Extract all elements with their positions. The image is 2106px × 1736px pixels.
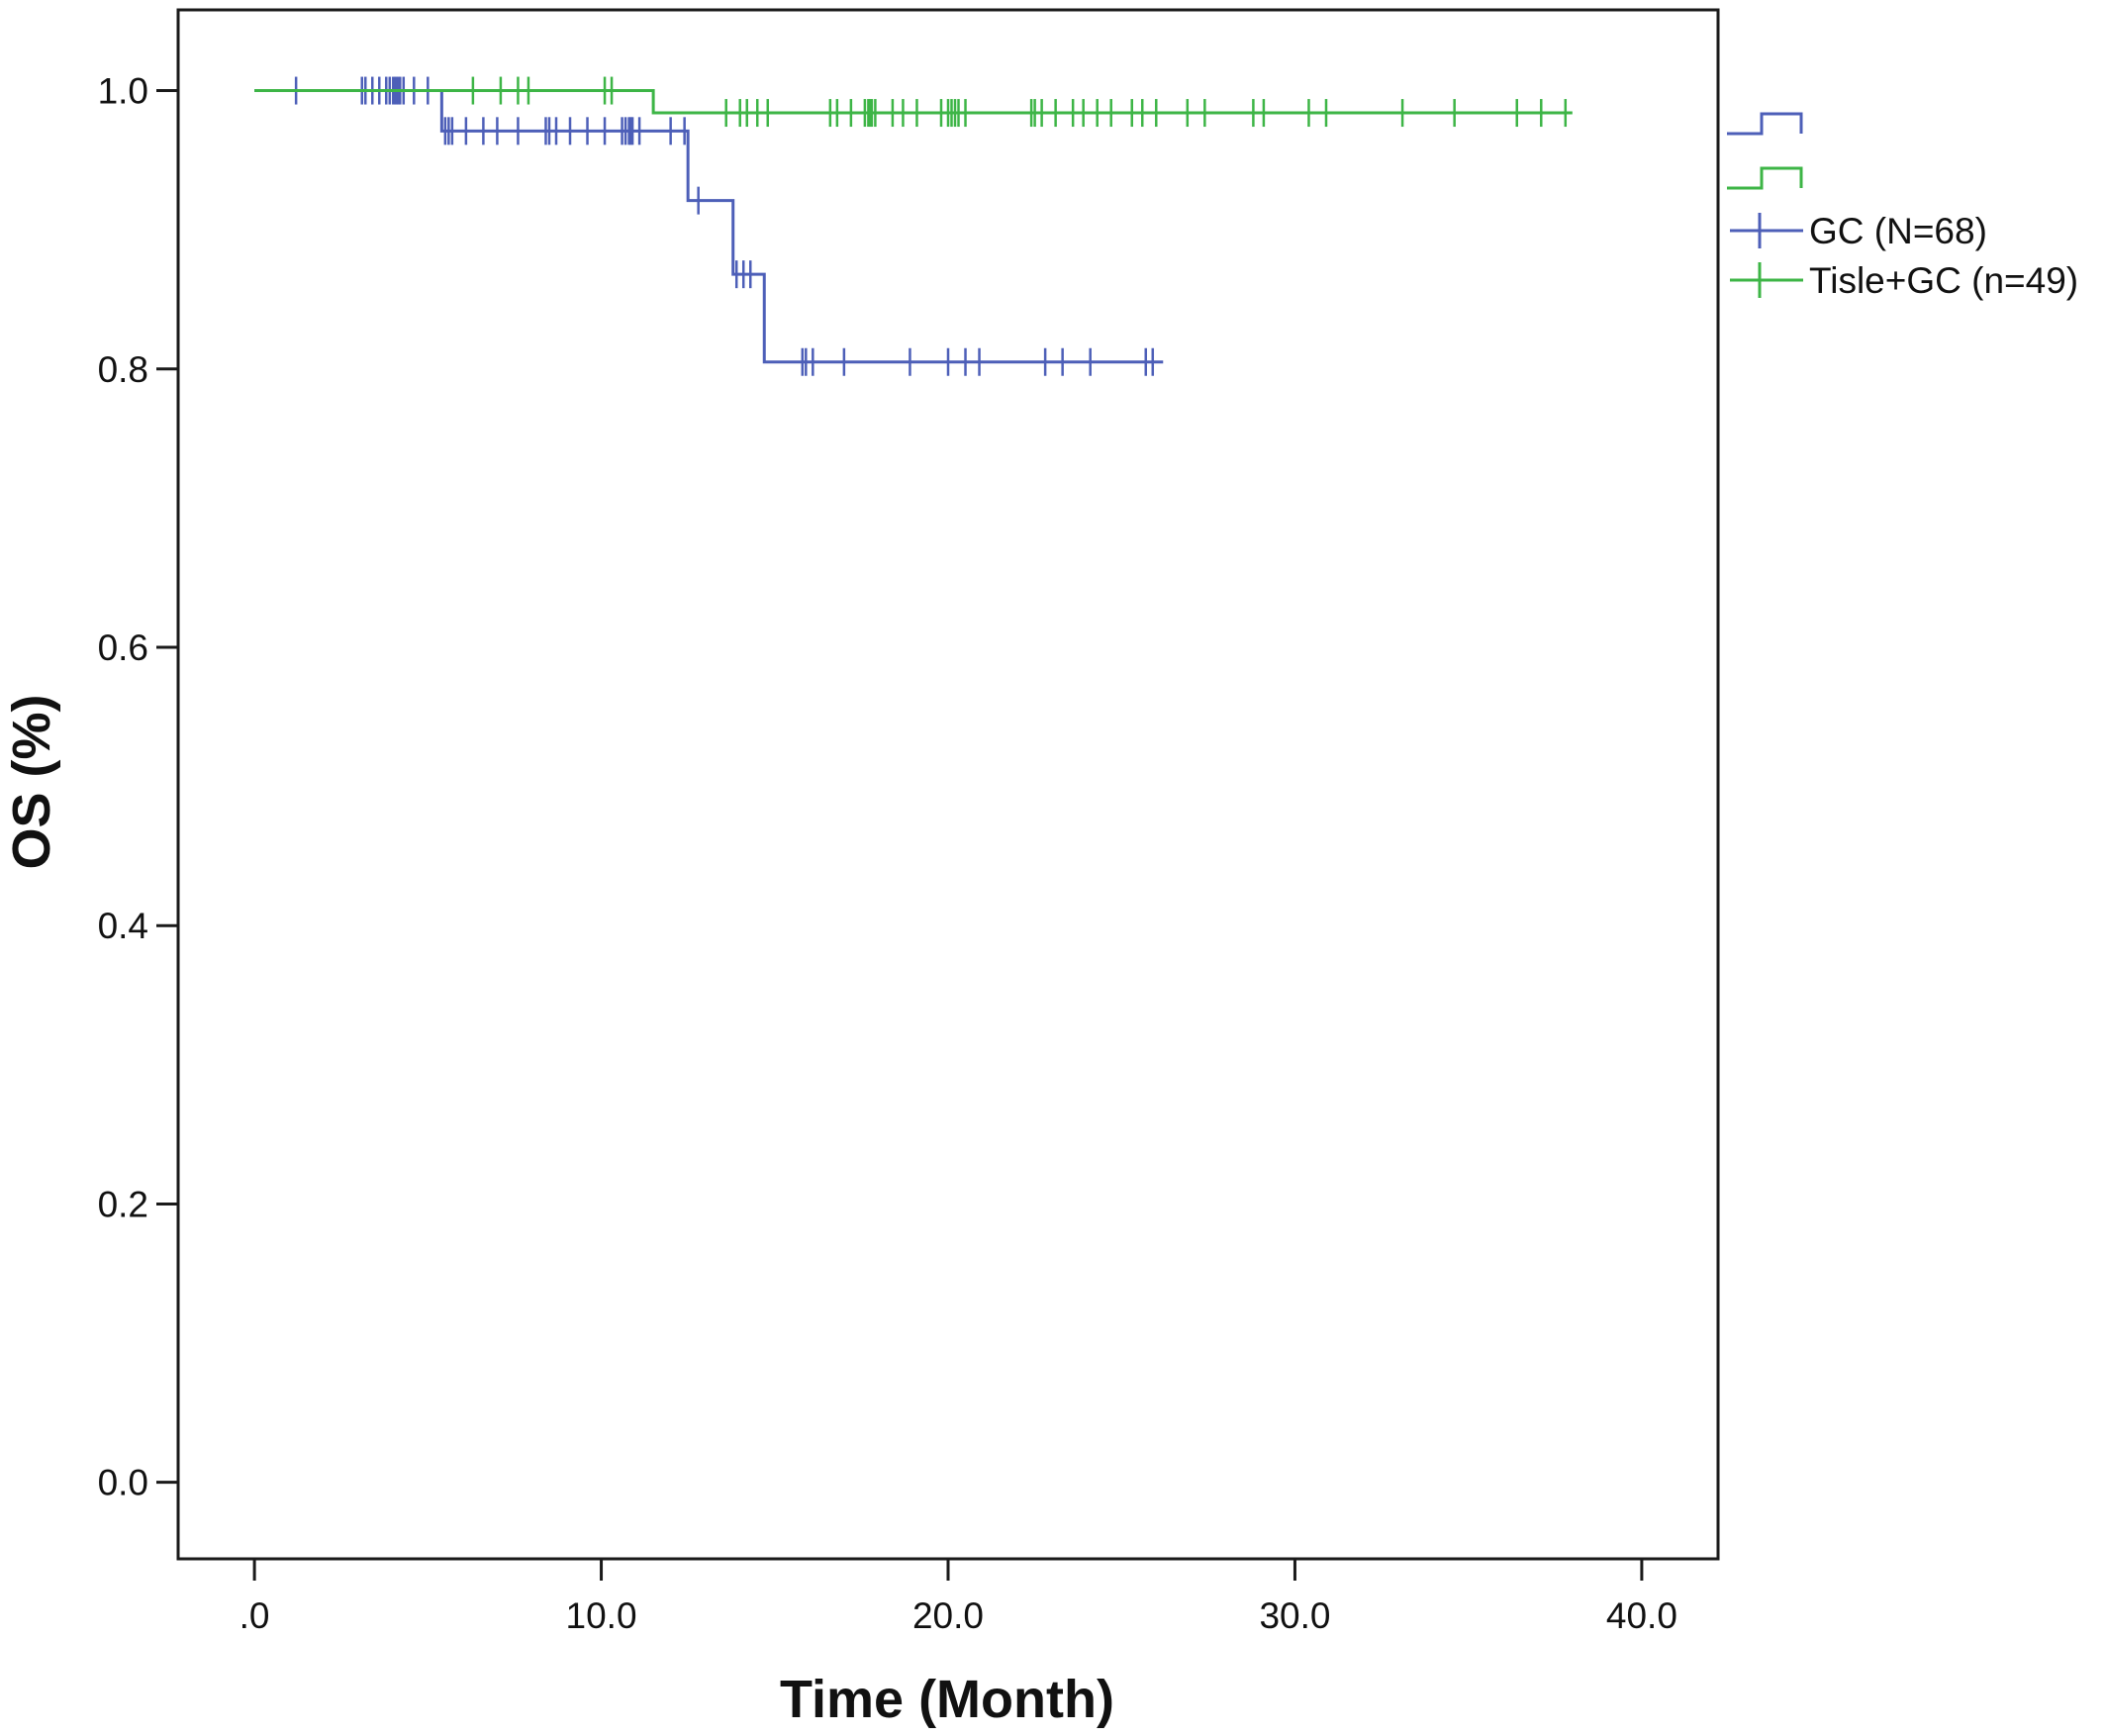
- x-axis-title: Time (Month): [780, 1670, 1114, 1729]
- y-axis: 0.0 0.2 0.4 0.6 0.8 1.0: [98, 71, 178, 1503]
- y-tick-label: 0.4: [98, 906, 148, 946]
- series-2: [254, 76, 1573, 128]
- survival-step-line: [254, 89, 1573, 115]
- y-tick-label: 0.6: [98, 627, 148, 668]
- legend: GC (N=68) Tisle+GC (n=49): [1727, 112, 2078, 301]
- survival-step-line: [254, 89, 1164, 364]
- legend-step-glyph: [1727, 166, 1803, 190]
- x-tick-label: 40.0: [1606, 1595, 1677, 1636]
- legend-label: Tisle+GC (n=49): [1809, 260, 2078, 301]
- y-tick-label: 0.0: [98, 1463, 148, 1503]
- plot-frame: [176, 8, 1720, 1561]
- x-tick-label: 30.0: [1259, 1595, 1330, 1636]
- y-tick-label: 0.8: [98, 349, 148, 390]
- legend-step-glyph: [1727, 112, 1803, 136]
- series-1: [254, 76, 1164, 376]
- y-tick-label: 0.2: [98, 1184, 148, 1224]
- x-axis: .0 10.0 20.0 30.0 40.0: [239, 1559, 1677, 1636]
- series-layer: [254, 76, 1573, 376]
- x-tick-label: .0: [239, 1595, 270, 1636]
- x-tick-label: 10.0: [566, 1595, 637, 1636]
- x-tick-label: 20.0: [912, 1595, 984, 1636]
- y-axis-title: OS (%): [2, 694, 61, 869]
- y-tick-label: 1.0: [98, 71, 148, 112]
- legend-label: GC (N=68): [1809, 211, 1987, 251]
